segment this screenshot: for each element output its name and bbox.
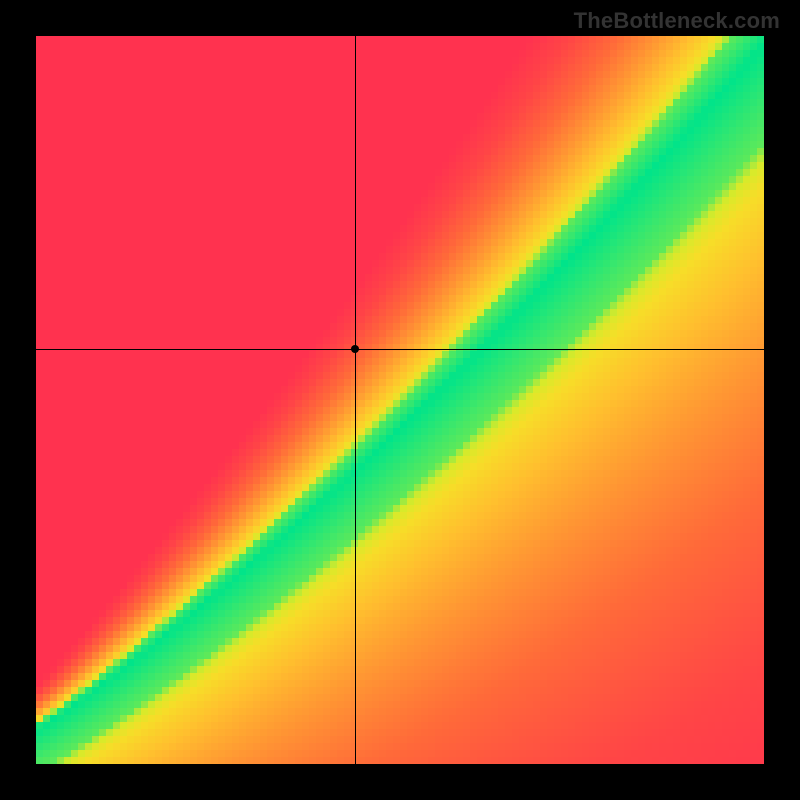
watermark-text: TheBottleneck.com: [574, 8, 780, 34]
heatmap-canvas: [36, 36, 764, 764]
crosshair-horizontal: [36, 349, 764, 350]
crosshair-vertical: [355, 36, 356, 764]
plot-area: [36, 36, 764, 764]
marker-dot: [351, 345, 359, 353]
